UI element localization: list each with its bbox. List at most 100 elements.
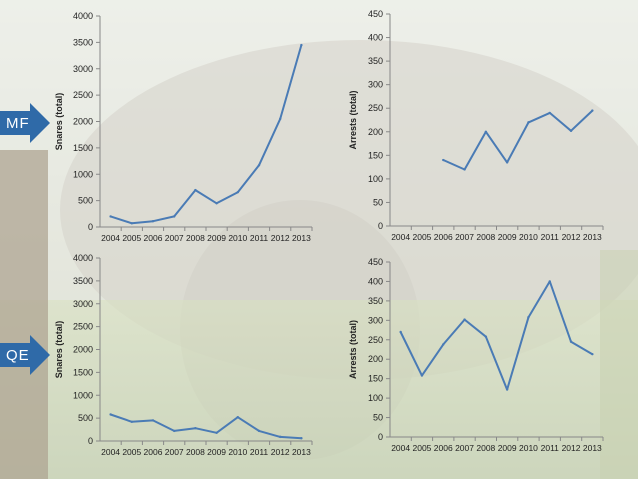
y-tick-label: 450 — [368, 9, 383, 19]
data-point — [130, 222, 133, 225]
x-tick-label: 2008 — [186, 447, 205, 457]
x-tick-label: 2011 — [541, 232, 560, 242]
x-tick-label: 2008 — [186, 233, 205, 243]
data-point — [484, 335, 488, 338]
data-point — [279, 117, 282, 121]
x-tick-label: 2005 — [122, 447, 141, 457]
arrow-right-icon — [0, 103, 50, 143]
x-tick-label: 2009 — [207, 233, 226, 243]
x-tick-label: 2004 — [391, 443, 410, 453]
y-tick-label: 300 — [368, 315, 383, 325]
y-axis-title: Arrests (total) — [348, 320, 358, 379]
y-tick-label: 3000 — [73, 64, 93, 74]
data-point — [300, 437, 303, 440]
data-point — [109, 215, 112, 218]
data-point — [569, 340, 573, 343]
row-label-mf-text: MF — [6, 114, 30, 132]
x-tick-label: 2011 — [250, 233, 269, 243]
data-point — [215, 202, 218, 205]
y-tick-label: 0 — [88, 436, 93, 446]
arrow-right-icon — [0, 335, 50, 375]
y-tick-label: 1000 — [73, 390, 93, 400]
x-tick-label: 2012 — [562, 232, 581, 242]
y-tick-label: 2500 — [73, 322, 93, 332]
x-tick-label: 2008 — [476, 443, 495, 453]
y-tick-label: 300 — [368, 80, 383, 90]
x-tick-label: 2008 — [476, 232, 495, 242]
x-tick-label: 2011 — [541, 443, 560, 453]
x-tick-label: 2012 — [271, 233, 290, 243]
y-tick-label: 350 — [368, 296, 383, 306]
x-tick-label: 2010 — [228, 233, 247, 243]
y-tick-label: 0 — [378, 432, 383, 442]
x-tick-label: 2005 — [122, 233, 141, 243]
series-line — [110, 44, 303, 225]
data-point — [279, 435, 282, 439]
data-point — [109, 413, 112, 416]
y-tick-label: 4000 — [73, 11, 93, 21]
y-tick-label: 200 — [368, 354, 383, 364]
data-point — [505, 388, 509, 391]
y-tick-label: 50 — [373, 413, 383, 423]
row-label-qe-text: QE — [6, 346, 30, 364]
x-tick-label: 2009 — [498, 443, 517, 453]
data-point — [173, 215, 176, 218]
series-line — [399, 280, 593, 391]
y-tick-label: 250 — [368, 103, 383, 113]
x-tick-label: 2013 — [292, 233, 311, 243]
x-tick-label: 2006 — [434, 443, 453, 453]
y-tick-label: 400 — [368, 276, 383, 286]
data-point — [463, 168, 466, 171]
data-point — [399, 330, 402, 334]
data-point — [527, 121, 530, 124]
y-tick-label: 2000 — [73, 117, 93, 127]
data-point — [257, 164, 261, 167]
y-axis-title: Arrests (total) — [348, 90, 358, 149]
y-tick-label: 1500 — [73, 143, 93, 153]
data-point — [173, 429, 176, 433]
x-tick-label: 2009 — [207, 447, 226, 457]
data-point — [442, 343, 445, 346]
data-point — [548, 280, 551, 283]
y-tick-label: 400 — [368, 33, 383, 43]
y-tick-label: 250 — [368, 335, 383, 345]
y-tick-label: 100 — [368, 393, 383, 403]
x-tick-label: 2006 — [144, 233, 163, 243]
y-tick-label: 150 — [368, 150, 383, 160]
data-point — [300, 43, 303, 47]
x-tick-label: 2012 — [562, 443, 581, 453]
data-point — [527, 316, 530, 319]
x-tick-label: 2004 — [101, 447, 120, 457]
series-line — [442, 109, 594, 171]
y-tick-label: 450 — [368, 257, 383, 267]
data-point — [130, 420, 133, 423]
x-tick-label: 2013 — [583, 443, 602, 453]
y-tick-label: 0 — [378, 221, 383, 231]
x-tick-label: 2005 — [412, 232, 431, 242]
data-point — [420, 374, 424, 377]
y-tick-label: 150 — [368, 374, 383, 384]
series-line — [110, 413, 302, 440]
x-tick-label: 2013 — [292, 447, 311, 457]
y-tick-label: 500 — [78, 413, 93, 423]
y-axis-title: Snares (total) — [54, 93, 64, 151]
y-tick-label: 0 — [88, 222, 93, 232]
x-tick-label: 2010 — [519, 443, 538, 453]
data-point — [257, 429, 261, 433]
data-point — [505, 161, 509, 164]
data-point — [236, 416, 239, 419]
data-point — [151, 419, 155, 422]
data-point — [151, 219, 155, 223]
data-point — [591, 352, 594, 356]
chart-mf-snares: 0 500 1000 1500 2000 2500 3000 3500 4000 2004 2005… — [54, 11, 313, 243]
x-tick-label: 2007 — [165, 233, 184, 243]
y-tick-label: 200 — [368, 127, 383, 137]
data-point — [484, 130, 488, 133]
x-tick-label: 2004 — [391, 232, 410, 242]
data-point — [463, 318, 466, 321]
row-label-qe: QE — [0, 335, 52, 375]
y-tick-label: 500 — [78, 196, 93, 206]
